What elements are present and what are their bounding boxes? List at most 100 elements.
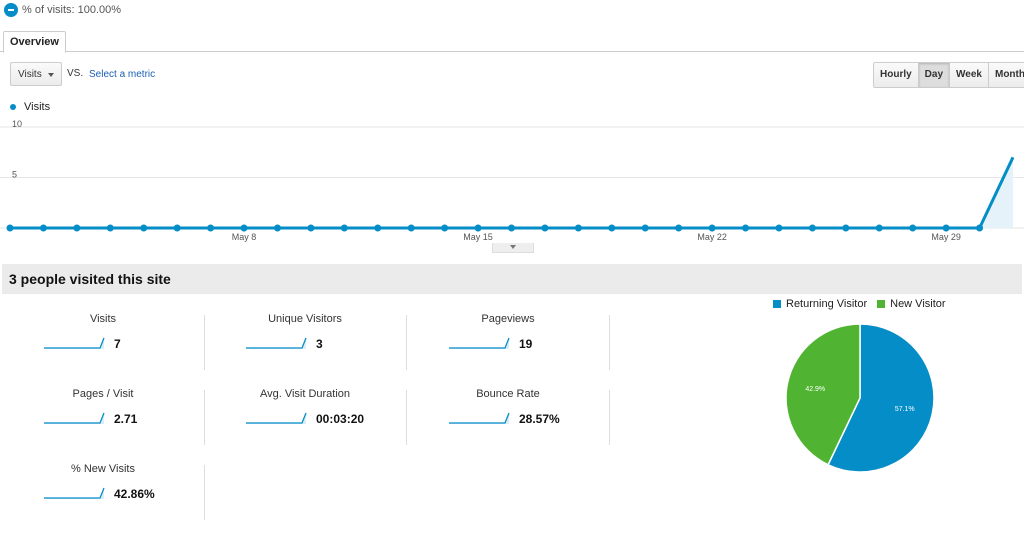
chevron-down-icon [48, 73, 54, 77]
metric-card[interactable]: Pageviews 19 [408, 313, 608, 393]
tab-overview[interactable]: Overview [3, 31, 66, 53]
metric-value: 00:03:20 [316, 412, 365, 426]
card-divider [406, 390, 407, 445]
pie-slice-label: 57.1% [895, 406, 915, 413]
data-point[interactable] [207, 224, 215, 232]
data-point[interactable] [407, 224, 415, 232]
pie-legend: Returning Visitor New Visitor [773, 298, 946, 310]
metric-card[interactable]: Avg. Visit Duration 00:03:20 [205, 388, 405, 468]
data-point[interactable] [808, 224, 816, 232]
metric-value: 3 [316, 337, 323, 351]
data-point[interactable] [6, 224, 14, 232]
metric-value: 7 [114, 337, 121, 351]
metric-select-value: Visits [18, 69, 42, 80]
pie-legend-item-returning[interactable]: Returning Visitor [773, 298, 867, 310]
pie-legend-label: New Visitor [890, 298, 946, 310]
granularity-selector: Hourly Day Week Month [873, 62, 1024, 88]
sparkline [44, 487, 105, 499]
segment-label: % of visits: 100.00% [22, 4, 122, 16]
metric-card[interactable]: Bounce Rate 28.57% [408, 388, 608, 468]
summary-header: 3 people visited this site [2, 264, 1022, 294]
metric-card[interactable]: Visits 7 [3, 313, 203, 393]
sparkline [449, 337, 510, 349]
data-point[interactable] [976, 224, 984, 232]
sparkline [246, 337, 307, 349]
x-tick-label: May 29 [931, 232, 961, 242]
data-point[interactable] [708, 224, 716, 232]
pie-slice[interactable] [785, 323, 861, 466]
tab-divider [0, 51, 1024, 52]
metric-label: Avg. Visit Duration [259, 388, 351, 400]
data-point[interactable] [541, 224, 549, 232]
card-divider [406, 315, 407, 370]
card-divider [204, 465, 205, 520]
data-point[interactable] [742, 224, 750, 232]
x-tick-label: May 8 [232, 232, 257, 242]
data-point[interactable] [574, 224, 582, 232]
summary-title: 3 people visited this site [9, 271, 171, 287]
y-tick-label: 10 [12, 119, 22, 129]
data-point[interactable] [173, 224, 181, 232]
data-point[interactable] [374, 224, 382, 232]
chart-legend[interactable]: Visits [10, 101, 50, 113]
data-point[interactable] [775, 224, 783, 232]
data-point[interactable] [508, 224, 515, 232]
metric-label: Unique Visitors [268, 313, 342, 325]
granularity-hourly-button[interactable]: Hourly [874, 63, 919, 87]
segment-indicator[interactable]: % of visits: 100.00% [4, 3, 121, 17]
y-tick-label: 5 [12, 170, 17, 180]
metric-value: 19 [519, 337, 533, 351]
data-point[interactable] [340, 224, 348, 232]
metric-card[interactable]: Pages / Visit 2.71 [3, 388, 203, 468]
granularity-day-button[interactable]: Day [918, 63, 951, 87]
metric-label: % New Visits [71, 463, 135, 475]
granularity-week-button[interactable]: Week [950, 63, 989, 87]
series-dot-icon [10, 104, 16, 110]
data-point[interactable] [641, 224, 649, 232]
data-point[interactable] [675, 224, 683, 232]
card-divider [204, 390, 205, 445]
metric-card[interactable]: % New Visits 42.86% [3, 463, 203, 543]
pie-legend-item-new[interactable]: New Visitor [877, 298, 946, 310]
data-point[interactable] [474, 224, 482, 232]
data-point[interactable] [842, 224, 850, 232]
card-divider [204, 315, 205, 370]
metric-value: 42.86% [114, 487, 155, 501]
x-tick-label: May 15 [463, 232, 493, 242]
metric-value: 28.57% [519, 412, 560, 426]
data-point[interactable] [240, 224, 248, 232]
vs-label: VS. [67, 68, 84, 79]
data-point[interactable] [106, 224, 114, 232]
select-metric-link[interactable]: Select a metric [89, 69, 156, 80]
x-tick-label: May 22 [697, 232, 727, 242]
sparkline [246, 412, 307, 424]
metric-label: Bounce Rate [476, 388, 540, 400]
chart-legend-label: Visits [24, 101, 51, 113]
pie-slice-label: 42.9% [805, 386, 825, 393]
collapse-chart-handle[interactable] [492, 243, 534, 253]
data-point[interactable] [140, 224, 148, 232]
data-point[interactable] [307, 224, 315, 232]
pie-slice[interactable] [827, 323, 935, 473]
data-point[interactable] [608, 224, 616, 232]
pie-legend-label: Returning Visitor [786, 298, 868, 310]
data-point[interactable] [273, 224, 281, 232]
card-divider [609, 390, 610, 445]
metric-value: 2.71 [114, 412, 138, 426]
metric-label: Pageviews [481, 313, 535, 325]
data-point[interactable] [875, 224, 883, 232]
metric-card[interactable]: Unique Visitors 3 [205, 313, 405, 393]
data-point[interactable] [39, 224, 47, 232]
sparkline [44, 412, 105, 424]
data-point[interactable] [73, 224, 81, 232]
data-point[interactable] [942, 224, 950, 232]
series-line [10, 156, 1015, 230]
visitor-type-pie[interactable]: 57.1% 42.9% [780, 318, 940, 478]
data-point[interactable] [441, 224, 449, 232]
metric-select[interactable]: Visits [10, 62, 62, 86]
granularity-month-button[interactable]: Month [988, 63, 1024, 87]
data-point[interactable] [909, 224, 917, 232]
card-divider [609, 315, 610, 370]
series-area [10, 157, 1013, 228]
visits-chart[interactable]: 10 5 May 8 May 15 May 22 May 29 [0, 115, 1024, 245]
